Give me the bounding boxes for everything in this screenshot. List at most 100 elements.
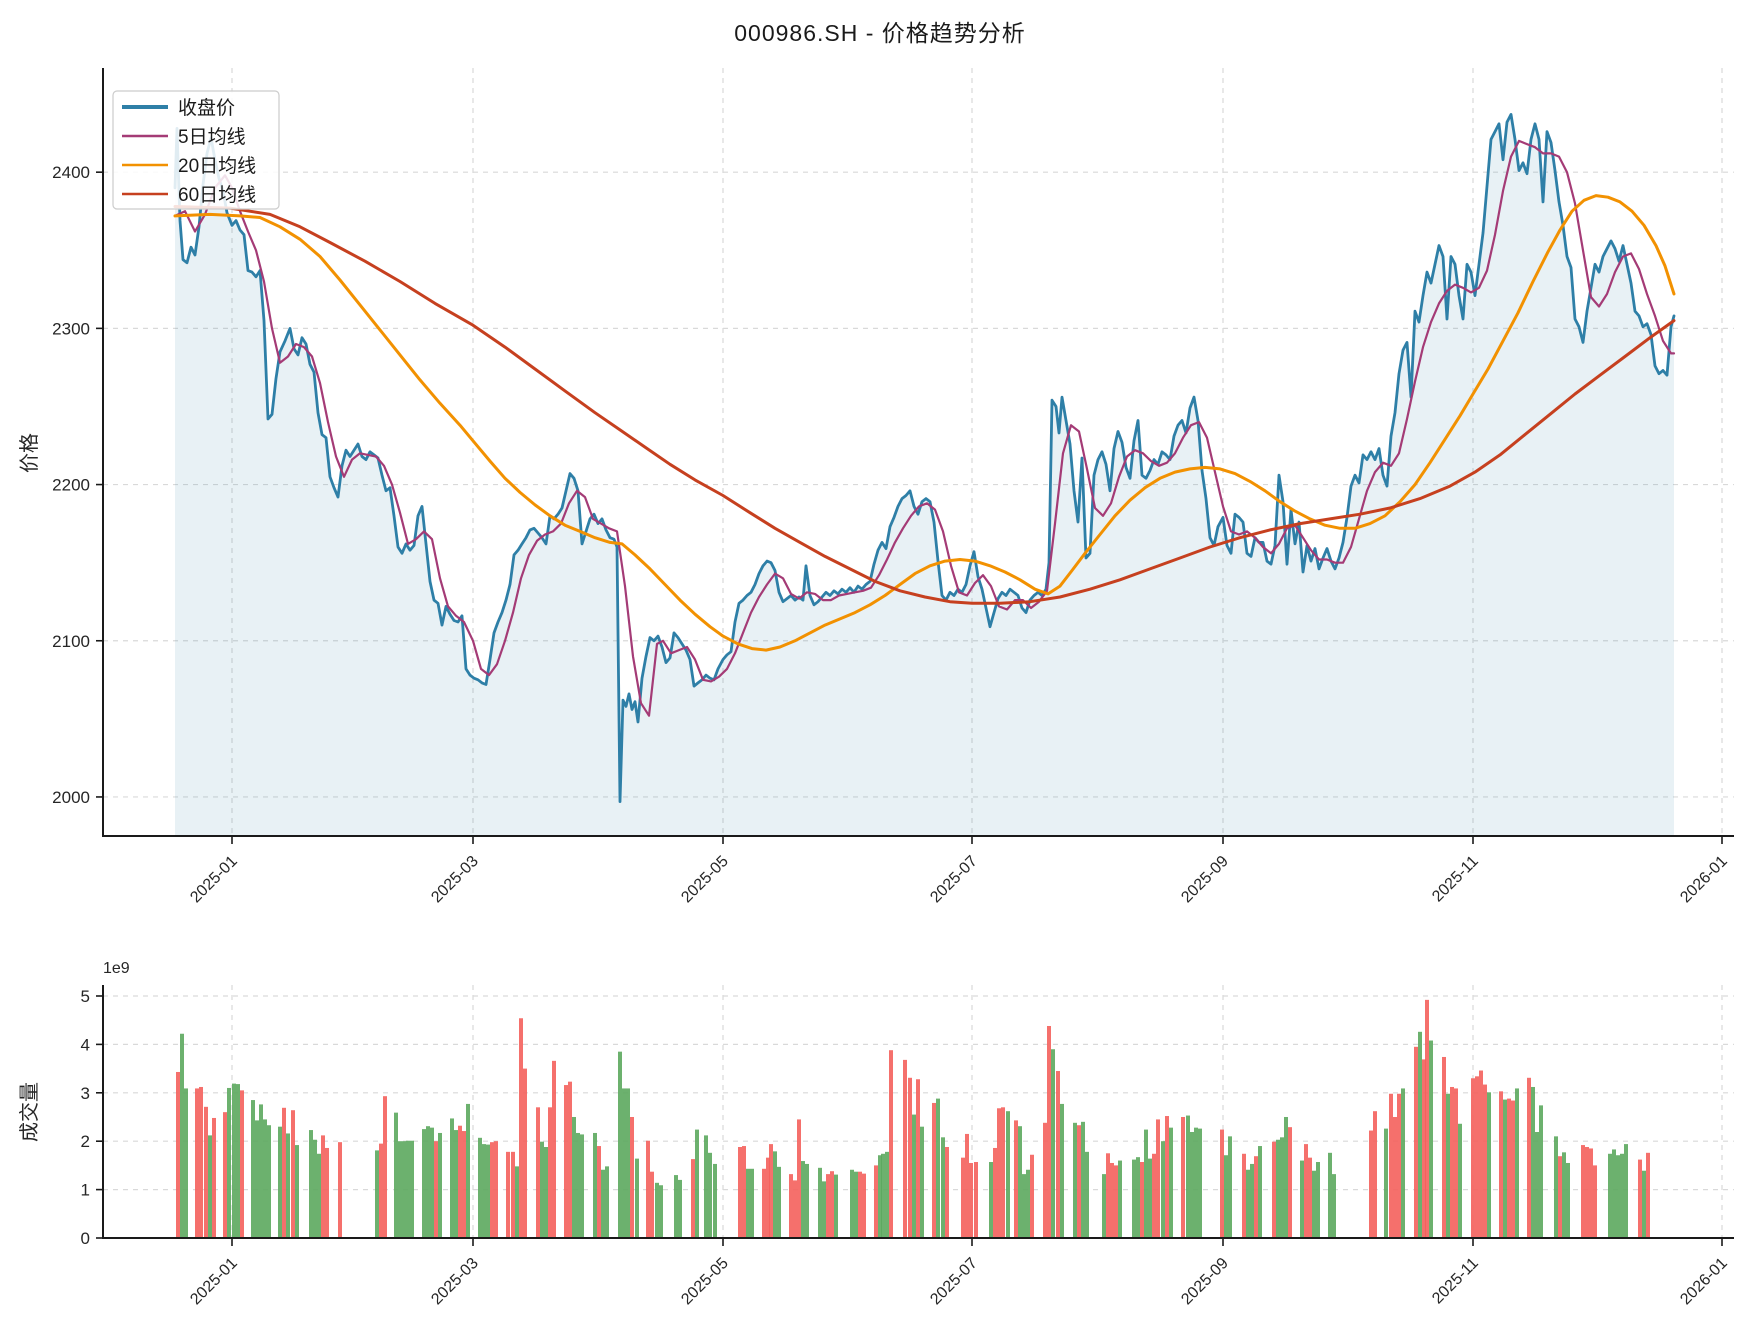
- tick-label-y: 2000: [52, 788, 90, 807]
- tick-label-x: 2026-01: [1677, 1255, 1731, 1309]
- volume-bar-up: [793, 1180, 797, 1238]
- volume-bar-down: [1276, 1139, 1280, 1238]
- volume-bar-down: [1118, 1160, 1122, 1238]
- volume-bar-down: [626, 1088, 630, 1238]
- volume-bar-up: [223, 1112, 227, 1238]
- volume-bar-down: [255, 1120, 259, 1238]
- volume-bar-up: [1114, 1165, 1118, 1238]
- volume-bar-down: [1535, 1131, 1539, 1238]
- volume-bar-down: [941, 1137, 945, 1238]
- volume-bar-up: [858, 1171, 862, 1238]
- volume-bar-up: [993, 1147, 997, 1238]
- volume-bar-down: [618, 1051, 622, 1238]
- volume-bar-down: [912, 1114, 916, 1238]
- volume-bar-up: [506, 1151, 510, 1238]
- volume-bar-up: [1593, 1165, 1597, 1238]
- volume-bar-down: [544, 1147, 548, 1238]
- tick-label-x: 2026-01: [1677, 853, 1731, 907]
- volume-bar-down: [635, 1158, 639, 1238]
- volume-bar-down: [1258, 1146, 1262, 1238]
- legend: 收盘价 5日均线 20日均线 60日均线: [112, 90, 280, 210]
- volume-bar-down: [1284, 1116, 1288, 1238]
- volume-bar-up: [789, 1174, 793, 1238]
- volume-bar-up: [1152, 1153, 1156, 1238]
- volume-bar-down: [263, 1119, 267, 1238]
- tick-label-y: 2200: [52, 476, 90, 495]
- volume-bar-down: [1148, 1158, 1152, 1238]
- volume-bar-up: [1106, 1153, 1110, 1238]
- volume-bar-down: [1418, 1031, 1422, 1238]
- volume-bar-down: [1332, 1174, 1336, 1238]
- y-axis-label: 价格: [18, 433, 41, 473]
- volume-bar-down: [593, 1132, 597, 1238]
- volume-bar-up: [1014, 1120, 1018, 1238]
- volume-bar-down: [834, 1174, 838, 1238]
- volume-bar-up: [1479, 1070, 1483, 1238]
- volume-bar-up: [766, 1157, 770, 1238]
- volume-bar-up: [1558, 1156, 1562, 1238]
- ma60-line: [173, 205, 1676, 605]
- volume-bar-up: [769, 1144, 773, 1238]
- volume-bar-up: [1389, 1093, 1393, 1238]
- volume-bar-up: [1220, 1129, 1224, 1238]
- volume-bar-down: [989, 1162, 993, 1238]
- volume-bar-up: [826, 1174, 830, 1238]
- volume-bar-up: [1077, 1125, 1081, 1238]
- volume-bar-down: [1429, 1040, 1433, 1238]
- volume-bar-down: [184, 1088, 188, 1238]
- tick-label-x: 2025-01: [187, 853, 241, 907]
- ma20-line: [173, 194, 1676, 652]
- legend-box: [112, 90, 280, 210]
- volume-bar-up: [1030, 1154, 1034, 1238]
- volume-bar-down: [850, 1169, 854, 1238]
- volume-bar-up: [830, 1171, 834, 1238]
- volume-bar-up: [738, 1147, 742, 1238]
- volume-bar-up: [1393, 1116, 1397, 1238]
- volume-bar-down: [486, 1144, 490, 1238]
- volume-bar-up: [338, 1142, 342, 1238]
- volume-bar-down: [286, 1133, 290, 1238]
- tick-label-y: 5: [81, 987, 90, 1006]
- volume-bar-up: [969, 1162, 973, 1238]
- tick-label-x: 2025-05: [678, 1255, 732, 1309]
- volume-bar-down: [936, 1098, 940, 1238]
- volume-bar-up: [1581, 1145, 1585, 1238]
- volume-bar-down: [881, 1153, 885, 1238]
- volume-bar-down: [1136, 1157, 1140, 1238]
- volume-bar-up: [742, 1146, 746, 1238]
- volume-bar-up: [1288, 1127, 1292, 1238]
- legend-label: 60日均线: [178, 184, 256, 206]
- volume-bar-down: [622, 1088, 626, 1238]
- volume-bar-down: [746, 1168, 750, 1238]
- volume-bar-down: [1401, 1088, 1405, 1238]
- volume-bar-down: [1562, 1152, 1566, 1238]
- volume-bar-down: [1018, 1126, 1022, 1238]
- volume-bar-up: [195, 1088, 199, 1238]
- volume-bar-down: [398, 1141, 402, 1238]
- volume-bar-up: [1471, 1078, 1475, 1238]
- volume-bar-down: [1624, 1144, 1628, 1238]
- volume-bar-up: [1110, 1162, 1114, 1238]
- volume-bar-up: [1475, 1076, 1479, 1238]
- volume-bar-down: [708, 1152, 712, 1238]
- volume-bar-up: [997, 1108, 1001, 1238]
- volume-bar-up: [908, 1077, 912, 1238]
- volume-bar-down: [1642, 1170, 1646, 1238]
- volume-bar-up: [523, 1068, 527, 1238]
- legend-label: 20日均线: [178, 155, 256, 177]
- volume-bar-down: [410, 1140, 414, 1238]
- volume-bar-down: [295, 1145, 299, 1238]
- volume-bar-down: [515, 1166, 519, 1238]
- volume-bar-up: [1422, 1059, 1426, 1238]
- tick-label-y: 4: [81, 1035, 90, 1054]
- volume-bar-down: [227, 1087, 231, 1238]
- volume-bar-up: [1414, 1046, 1418, 1238]
- volume-bar-down: [278, 1126, 282, 1238]
- tick-label-y: 2: [81, 1132, 90, 1151]
- tick-label-x: 2025-03: [428, 1255, 482, 1309]
- tick-label-y: 3: [81, 1084, 90, 1103]
- volume-bar-up: [1304, 1144, 1308, 1238]
- volume-bar-up: [974, 1162, 978, 1238]
- volume-bar-down: [805, 1163, 809, 1238]
